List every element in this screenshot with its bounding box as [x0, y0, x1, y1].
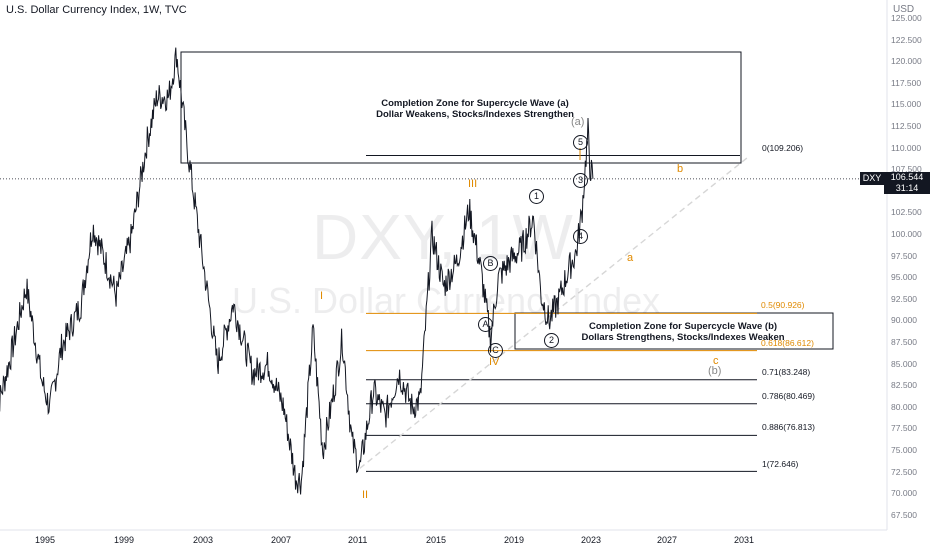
wave-circle-3: 3	[573, 173, 588, 188]
wave-label-I: I	[320, 290, 324, 302]
zone-a-line1: Completion Zone for Supercycle Wave (a)	[381, 98, 569, 109]
y-tick: 107.500	[891, 164, 922, 174]
price-series-line	[0, 47, 594, 495]
zone-b-line1: Completion Zone for Supercycle Wave (b)	[588, 321, 778, 332]
y-tick: 92.500	[891, 294, 917, 304]
watermark-name: U.S. Dollar Currency Index	[232, 280, 661, 321]
zone-a-line2: Dollar Weakens, Stocks/Indexes Strengthe…	[376, 109, 574, 120]
wave-circle-B: B	[483, 256, 498, 271]
wave-label-b: b	[677, 163, 684, 175]
wave-circle-5: 5	[573, 135, 588, 150]
wave-circle-C: C	[488, 343, 503, 358]
y-tick: 87.500	[891, 337, 917, 347]
y-tick: 102.500	[891, 207, 922, 217]
price-tag: 106.544 31:14	[884, 172, 930, 194]
y-tick: 90.000	[891, 315, 917, 325]
y-tick: 117.500	[891, 78, 922, 88]
currency-label: USD	[893, 4, 915, 15]
x-tick: 2027	[657, 535, 678, 545]
trend-line	[359, 156, 749, 469]
wave-circle-2: 2	[544, 333, 559, 348]
y-tick: 82.500	[891, 380, 917, 390]
x-tick: 2023	[581, 535, 602, 545]
fib-label-1: 1(72.646)	[762, 459, 799, 469]
zone-b-line2: Dollars Strengthens, Stocks/Indexes Weak…	[581, 332, 785, 343]
y-tick: 112.500	[891, 121, 922, 131]
y-tick: 77.500	[891, 423, 917, 433]
wave-label-IV: IV	[489, 356, 500, 368]
y-tick: 120.000	[891, 56, 922, 66]
y-tick: 72.500	[891, 467, 917, 477]
wave-label-II: II	[362, 489, 369, 501]
x-tick: 1995	[35, 535, 56, 545]
y-tick: 122.500	[891, 35, 922, 45]
x-tick: 2019	[504, 535, 525, 545]
zone-b-text: Completion Zone for Supercycle Wave (b) …	[548, 321, 818, 343]
x-tick: 2015	[426, 535, 447, 545]
y-tick: 115.000	[891, 99, 922, 109]
x-tick: 1999	[114, 535, 135, 545]
y-tick: 75.000	[891, 445, 917, 455]
fib-label-0: 0(109.206)	[762, 143, 804, 153]
x-tick: 2031	[734, 535, 755, 545]
fib-label-0886: 0.886(76.813)	[762, 422, 815, 432]
y-tick: 125.000	[891, 13, 922, 23]
y-tick: 110.000	[891, 143, 922, 153]
y-tick: 70.000	[891, 488, 917, 498]
wave-label-a: a	[627, 252, 634, 264]
y-tick: 67.500	[891, 510, 917, 520]
price-value: 106.544	[890, 172, 924, 182]
zone-a-box	[180, 51, 742, 164]
watermark-symbol: DXY, 1W	[312, 201, 574, 273]
price-countdown: 31:14	[895, 183, 919, 193]
x-tick: 2007	[271, 535, 292, 545]
y-tick: 100.000	[891, 229, 922, 239]
x-tick: 2003	[193, 535, 214, 545]
wave-label-III: III	[468, 178, 478, 190]
fib-label-05: 0.5(90.926)	[761, 300, 805, 310]
wave-circle-4: 4	[573, 229, 588, 244]
chart-title: U.S. Dollar Currency Index, 1W, TVC	[6, 4, 187, 16]
fib-label-0786: 0.786(80.469)	[762, 391, 815, 401]
x-tick: 2011	[348, 535, 368, 545]
y-tick: 80.000	[891, 402, 917, 412]
wave-label-c: c	[713, 355, 719, 367]
fib-label-071: 0.71(83.248)	[762, 367, 811, 377]
wave-circle-A: A	[478, 317, 493, 332]
symbol-tag: DXY	[860, 172, 884, 185]
zone-a-text: Completion Zone for Supercycle Wave (a) …	[330, 98, 620, 120]
y-tick: 85.000	[891, 359, 917, 369]
y-tick: 97.500	[891, 251, 917, 261]
wave-label-b-paren: (b)	[708, 365, 722, 377]
wave-circle-1: 1	[529, 189, 544, 204]
y-tick: 95.000	[891, 272, 917, 282]
fib-label-0618: 0.618(86.612)	[761, 338, 814, 348]
wave-label-a-paren: (a)	[571, 116, 585, 128]
